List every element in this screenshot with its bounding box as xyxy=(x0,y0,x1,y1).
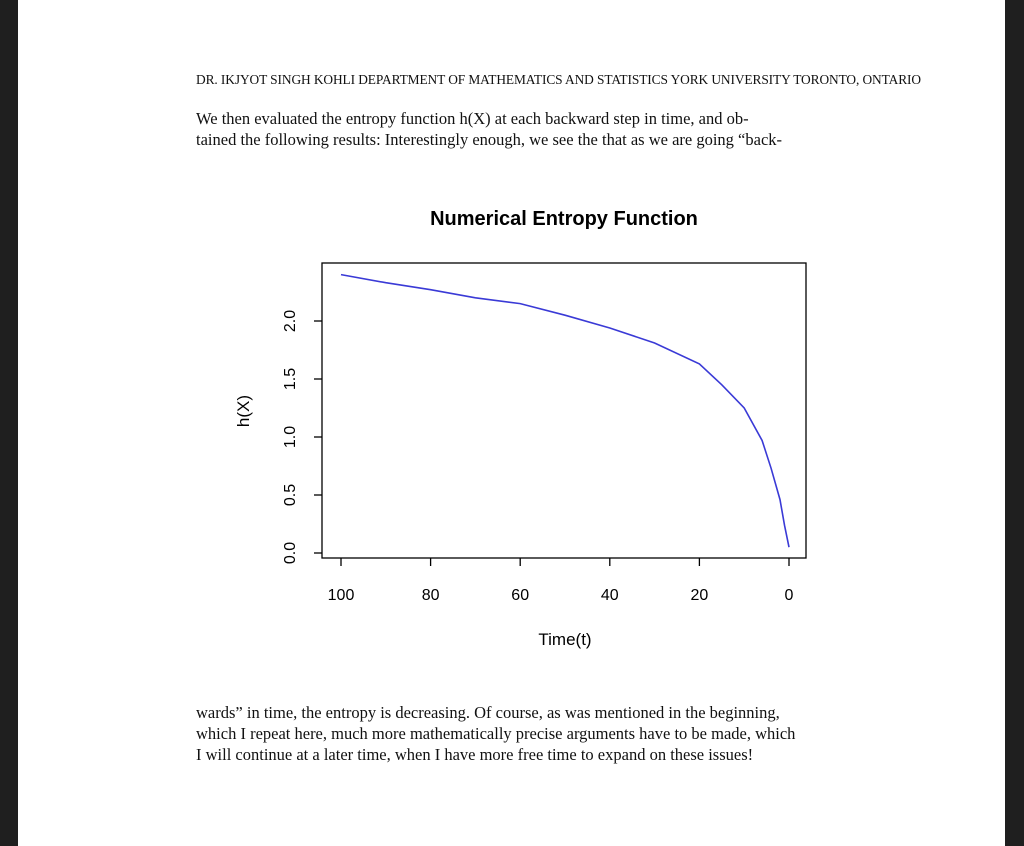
chart-title: Numerical Entropy Function xyxy=(430,208,698,230)
text-line: wards” in time, the entropy is decreasin… xyxy=(196,703,780,722)
text-line: I will continue at a later time, when I … xyxy=(196,745,754,764)
paragraph-before-figure: We then evaluated the entropy function h… xyxy=(196,108,896,150)
text-line: We then evaluated the entropy function h… xyxy=(196,109,749,128)
x-tick-label: 60 xyxy=(511,587,529,604)
y-axis-label: h(X) xyxy=(234,395,253,427)
x-tick-label: 40 xyxy=(601,587,619,604)
y-tick-label: 0.5 xyxy=(282,484,299,506)
y-tick-label: 1.0 xyxy=(282,426,299,448)
document-page xyxy=(18,0,1005,846)
text-line: tained the following results: Interestin… xyxy=(196,130,783,149)
y-tick-label: 0.0 xyxy=(282,542,299,564)
x-tick-label: 100 xyxy=(328,587,355,604)
x-axis-label: Time(t) xyxy=(538,630,591,649)
y-tick-label: 2.0 xyxy=(282,310,299,332)
x-tick-label: 0 xyxy=(785,587,794,604)
x-tick-label: 20 xyxy=(691,587,709,604)
x-tick-label: 80 xyxy=(422,587,440,604)
y-tick-label: 1.5 xyxy=(282,368,299,390)
text-line: which I repeat here, much more mathemati… xyxy=(196,724,796,743)
paragraph-after-figure: wards” in time, the entropy is decreasin… xyxy=(196,702,896,765)
plot-frame xyxy=(321,262,807,559)
entropy-line xyxy=(340,273,790,548)
running-header: DR. IKJYOT SINGH KOHLI DEPARTMENT OF MAT… xyxy=(196,72,921,87)
